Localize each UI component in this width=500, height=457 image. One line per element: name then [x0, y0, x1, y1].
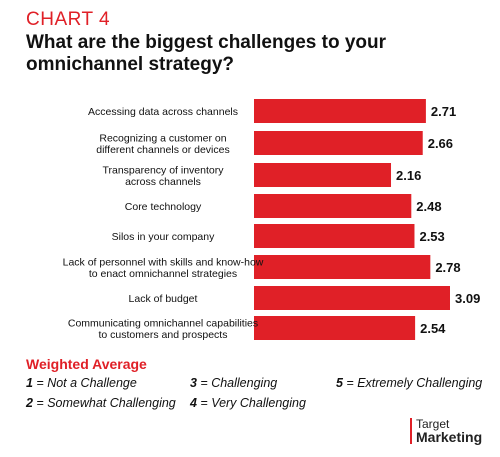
chart-title: What are the biggest challenges to your … [26, 32, 387, 75]
legend-title: Weighted Average [26, 356, 147, 372]
bar-4 [254, 224, 415, 248]
chart-label: CHART 4 [26, 9, 111, 30]
bar-3 [254, 194, 412, 218]
category-label-2: Transparency of inventory across channels [102, 164, 224, 188]
target-marketing-logo: Target Marketing [410, 418, 482, 444]
legend-item-5: 5 = Extremely Challenging [336, 376, 483, 390]
legend-item-3: 3 = Challenging [190, 376, 278, 390]
value-label-3: 2.48 [416, 199, 441, 214]
value-label-4: 2.53 [419, 229, 444, 244]
value-label-5: 2.78 [435, 260, 460, 275]
category-label-5: Lack of personnel with skills and know-h… [63, 256, 264, 280]
category-label-0: Accessing data across channels [88, 106, 238, 118]
legend-item-4: 4 = Very Challenging [190, 396, 306, 410]
bar-chart: 2.71 Accessing data across channels 2.66 Re… [63, 99, 480, 341]
bar-1 [254, 131, 423, 155]
category-label-4: Silos in your company [112, 231, 215, 243]
category-label-3: Core technology [125, 201, 202, 213]
bar-7 [254, 316, 416, 340]
category-label-1: Recognizing a customer on different chann… [96, 132, 229, 156]
legend-item-1: 1 = Not a Challenge [26, 376, 137, 390]
bar-6 [254, 286, 450, 310]
bar-5 [254, 255, 431, 279]
value-label-1: 2.66 [428, 136, 453, 151]
value-label-0: 2.71 [431, 104, 456, 119]
value-label-6: 3.09 [455, 291, 480, 306]
category-label-6: Lack of budget [129, 293, 198, 305]
value-label-7: 2.54 [420, 321, 446, 336]
legend-item-2: 2 = Somewhat Challenging [26, 396, 176, 410]
bar-0 [254, 99, 426, 123]
category-label-7: Communicating omnichannel capabilities to… [68, 317, 258, 341]
value-label-2: 2.16 [396, 168, 421, 183]
bar-2 [254, 163, 392, 187]
